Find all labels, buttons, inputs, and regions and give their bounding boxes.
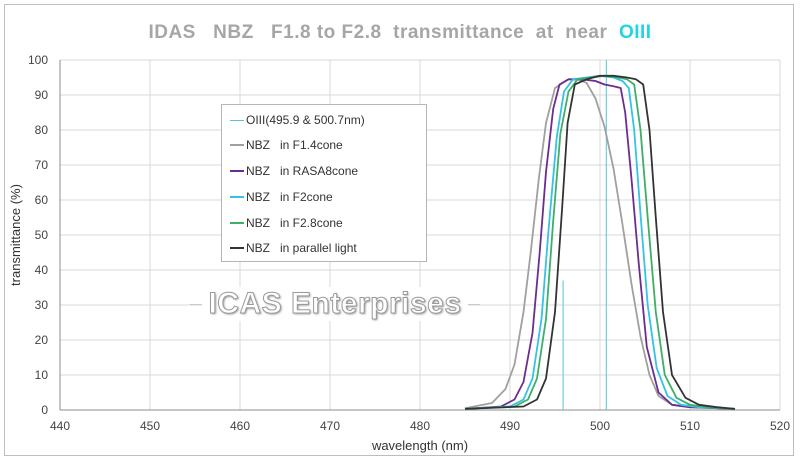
x-tick-label-470: 470	[320, 419, 340, 433]
legend-item-rasa8: NBZ in RASA8cone	[230, 162, 358, 180]
y-tick-label-60: 60	[35, 193, 49, 207]
legend-label-f2: NBZ in F2cone	[246, 190, 333, 204]
legend-label-f28: NBZ in F2.8cone	[246, 216, 343, 230]
chart-title-main: IDAS NBZ F1.8 to F2.8 transmittance at n…	[148, 22, 619, 43]
x-tick-label-450: 450	[140, 419, 160, 433]
legend-item-f2: NBZ in F2cone	[230, 188, 333, 206]
x-tick-label-510: 510	[680, 419, 700, 433]
chart-title-oiii: OIII	[618, 22, 652, 43]
legend-label-oiii: OIII(495.9 & 500.7nm)	[246, 113, 365, 127]
chart-title: IDAS NBZ F1.8 to F2.8 transmittance at n…	[0, 22, 800, 44]
legend-item-f28: NBZ in F2.8cone	[230, 214, 343, 232]
legend-label-rasa8: NBZ in RASA8cone	[246, 164, 359, 178]
legend-item-parallel: NBZ in parallel light	[230, 239, 357, 257]
series-line-4	[464, 74, 736, 410]
legend-item-oiii: OIII(495.9 & 500.7nm)	[230, 111, 365, 129]
legend-label-parallel: NBZ in parallel light	[246, 241, 357, 255]
x-tick-label-490: 490	[500, 419, 520, 433]
axes: 0 10 20 30 40 50 60 70 80 90 100 440 450 460 470 480 490…	[28, 53, 790, 433]
y-tick-label-40: 40	[35, 263, 49, 277]
legend-swatch-f2	[230, 196, 244, 198]
x-tick-label-440: 440	[50, 419, 70, 433]
watermark: ICAS Enterprises	[190, 284, 480, 324]
series-line-1	[464, 78, 736, 410]
legend: OIII(495.9 & 500.7nm) NBZ in F1.4cone NB…	[221, 104, 427, 262]
x-tick-label-520: 520	[770, 419, 790, 433]
legend-swatch-f28	[230, 222, 244, 224]
x-axis-label: wavelength (nm)	[371, 438, 468, 453]
y-tick-label-30: 30	[35, 298, 49, 312]
y-tick-label-90: 90	[35, 88, 49, 102]
x-tick-label-500: 500	[590, 419, 610, 433]
y-tick-label-10: 10	[35, 368, 49, 382]
y-tick-label-50: 50	[35, 228, 49, 242]
legend-swatch-rasa8	[230, 170, 244, 172]
x-tick-label-460: 460	[230, 419, 250, 433]
watermark-text: ICAS Enterprises	[202, 287, 468, 321]
y-tick-label-100: 100	[28, 53, 48, 67]
legend-label-f14: NBZ in F1.4cone	[246, 138, 343, 152]
x-tick-label-480: 480	[410, 419, 430, 433]
y-tick-label-20: 20	[35, 333, 49, 347]
legend-swatch-f14	[230, 144, 244, 146]
series-line-0	[464, 78, 736, 410]
y-axis-label: transmittance (%)	[8, 184, 23, 286]
series-lines	[464, 74, 736, 410]
y-tick-label-0: 0	[41, 403, 48, 417]
oiii-markers	[562, 60, 607, 410]
legend-swatch-oiii	[230, 119, 244, 121]
legend-item-f14: NBZ in F1.4cone	[230, 136, 343, 154]
y-tick-label-70: 70	[35, 158, 49, 172]
y-tick-label-80: 80	[35, 123, 49, 137]
legend-swatch-parallel	[230, 247, 244, 249]
